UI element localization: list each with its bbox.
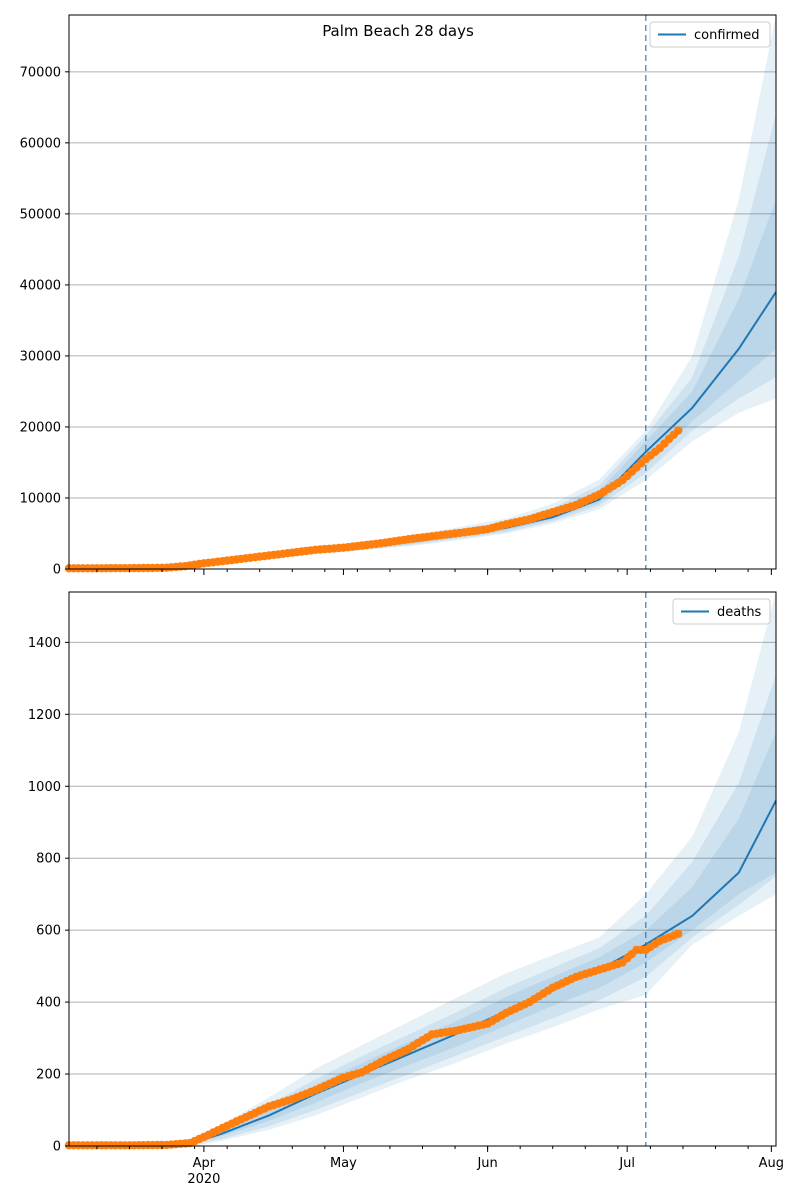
y-tick-label: 10000 [20, 491, 61, 506]
y-tick-label: 600 [36, 924, 61, 939]
figure-title: Palm Beach 28 days [322, 22, 474, 40]
uncertainty-band-1 [185, 15, 777, 568]
y-tick-label: 70000 [20, 65, 61, 80]
y-tick-label: 200 [36, 1068, 61, 1083]
legend: confirmed [649, 21, 771, 48]
y-tick-label: 1000 [28, 780, 61, 795]
uncertainty-band-2 [194, 674, 777, 1145]
uncertainty-band-1 [194, 592, 777, 1146]
y-tick-label: 30000 [20, 349, 61, 364]
y-tick-label: 20000 [20, 420, 61, 435]
legend-box [672, 598, 771, 625]
y-tick-label: 60000 [20, 136, 61, 151]
y-tick-label: 50000 [20, 207, 61, 222]
x-tick-label: Jun [476, 1156, 497, 1171]
legend-box [649, 21, 771, 48]
x-tick-label: Jul [618, 1156, 635, 1171]
y-tick-label: 400 [36, 996, 61, 1011]
y-tick-label: 1400 [28, 636, 61, 651]
legend-label: deaths [717, 605, 762, 620]
x-tick-label: Apr [193, 1156, 216, 1171]
observed-point [674, 929, 683, 938]
x-tick-label: May [330, 1156, 357, 1171]
legend: deaths [672, 598, 771, 625]
chart-panel-confirmed: 0 10000 20000 30000 40000 50000 60000 70000 conf… [20, 14, 777, 578]
plot-frame [68, 14, 777, 570]
y-tick-label: 800 [36, 852, 61, 867]
y-tick-label: 1200 [28, 708, 61, 723]
observed-point [674, 426, 683, 435]
y-tick-label: 0 [53, 563, 61, 578]
y-tick-label: 40000 [20, 278, 61, 293]
uncertainty-band-2 [185, 114, 777, 568]
y-tick-label: 0 [53, 1140, 61, 1155]
x-tick-label: Aug [759, 1156, 784, 1171]
legend-label: confirmed [694, 28, 760, 43]
x-tick-sublabel: 2020 [187, 1172, 220, 1187]
